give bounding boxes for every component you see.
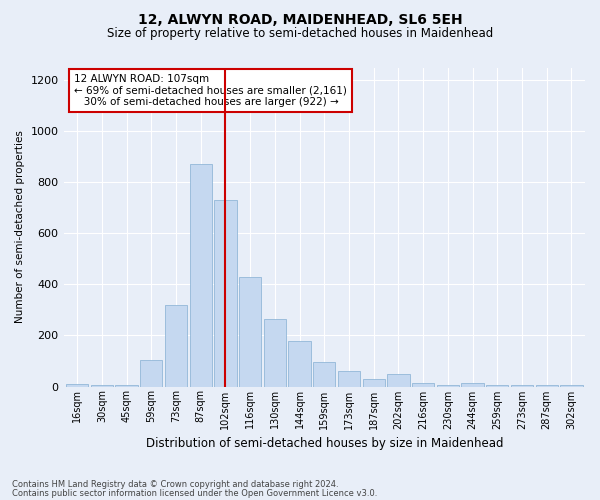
Bar [461,382,484,386]
Bar [560,385,583,386]
Bar [362,379,385,386]
Y-axis label: Number of semi-detached properties: Number of semi-detached properties [15,130,25,324]
Bar [214,200,236,386]
Bar [115,385,137,386]
Bar [289,340,311,386]
Text: 12, ALWYN ROAD, MAIDENHEAD, SL6 5EH: 12, ALWYN ROAD, MAIDENHEAD, SL6 5EH [137,12,463,26]
Bar [190,164,212,386]
Bar [140,360,163,386]
Bar [437,385,459,386]
Bar [239,277,261,386]
Bar [511,385,533,386]
Bar [387,374,410,386]
Text: Contains public sector information licensed under the Open Government Licence v3: Contains public sector information licen… [12,488,377,498]
Bar [66,384,88,386]
Bar [412,382,434,386]
Text: Contains HM Land Registry data © Crown copyright and database right 2024.: Contains HM Land Registry data © Crown c… [12,480,338,489]
Text: 12 ALWYN ROAD: 107sqm
← 69% of semi-detached houses are smaller (2,161)
   30% o: 12 ALWYN ROAD: 107sqm ← 69% of semi-deta… [74,74,347,107]
Bar [313,362,335,386]
Bar [264,319,286,386]
Bar [536,385,558,386]
X-axis label: Distribution of semi-detached houses by size in Maidenhead: Distribution of semi-detached houses by … [146,437,503,450]
Bar [486,385,508,386]
Bar [338,371,360,386]
Text: Size of property relative to semi-detached houses in Maidenhead: Size of property relative to semi-detach… [107,28,493,40]
Bar [91,385,113,386]
Bar [165,305,187,386]
